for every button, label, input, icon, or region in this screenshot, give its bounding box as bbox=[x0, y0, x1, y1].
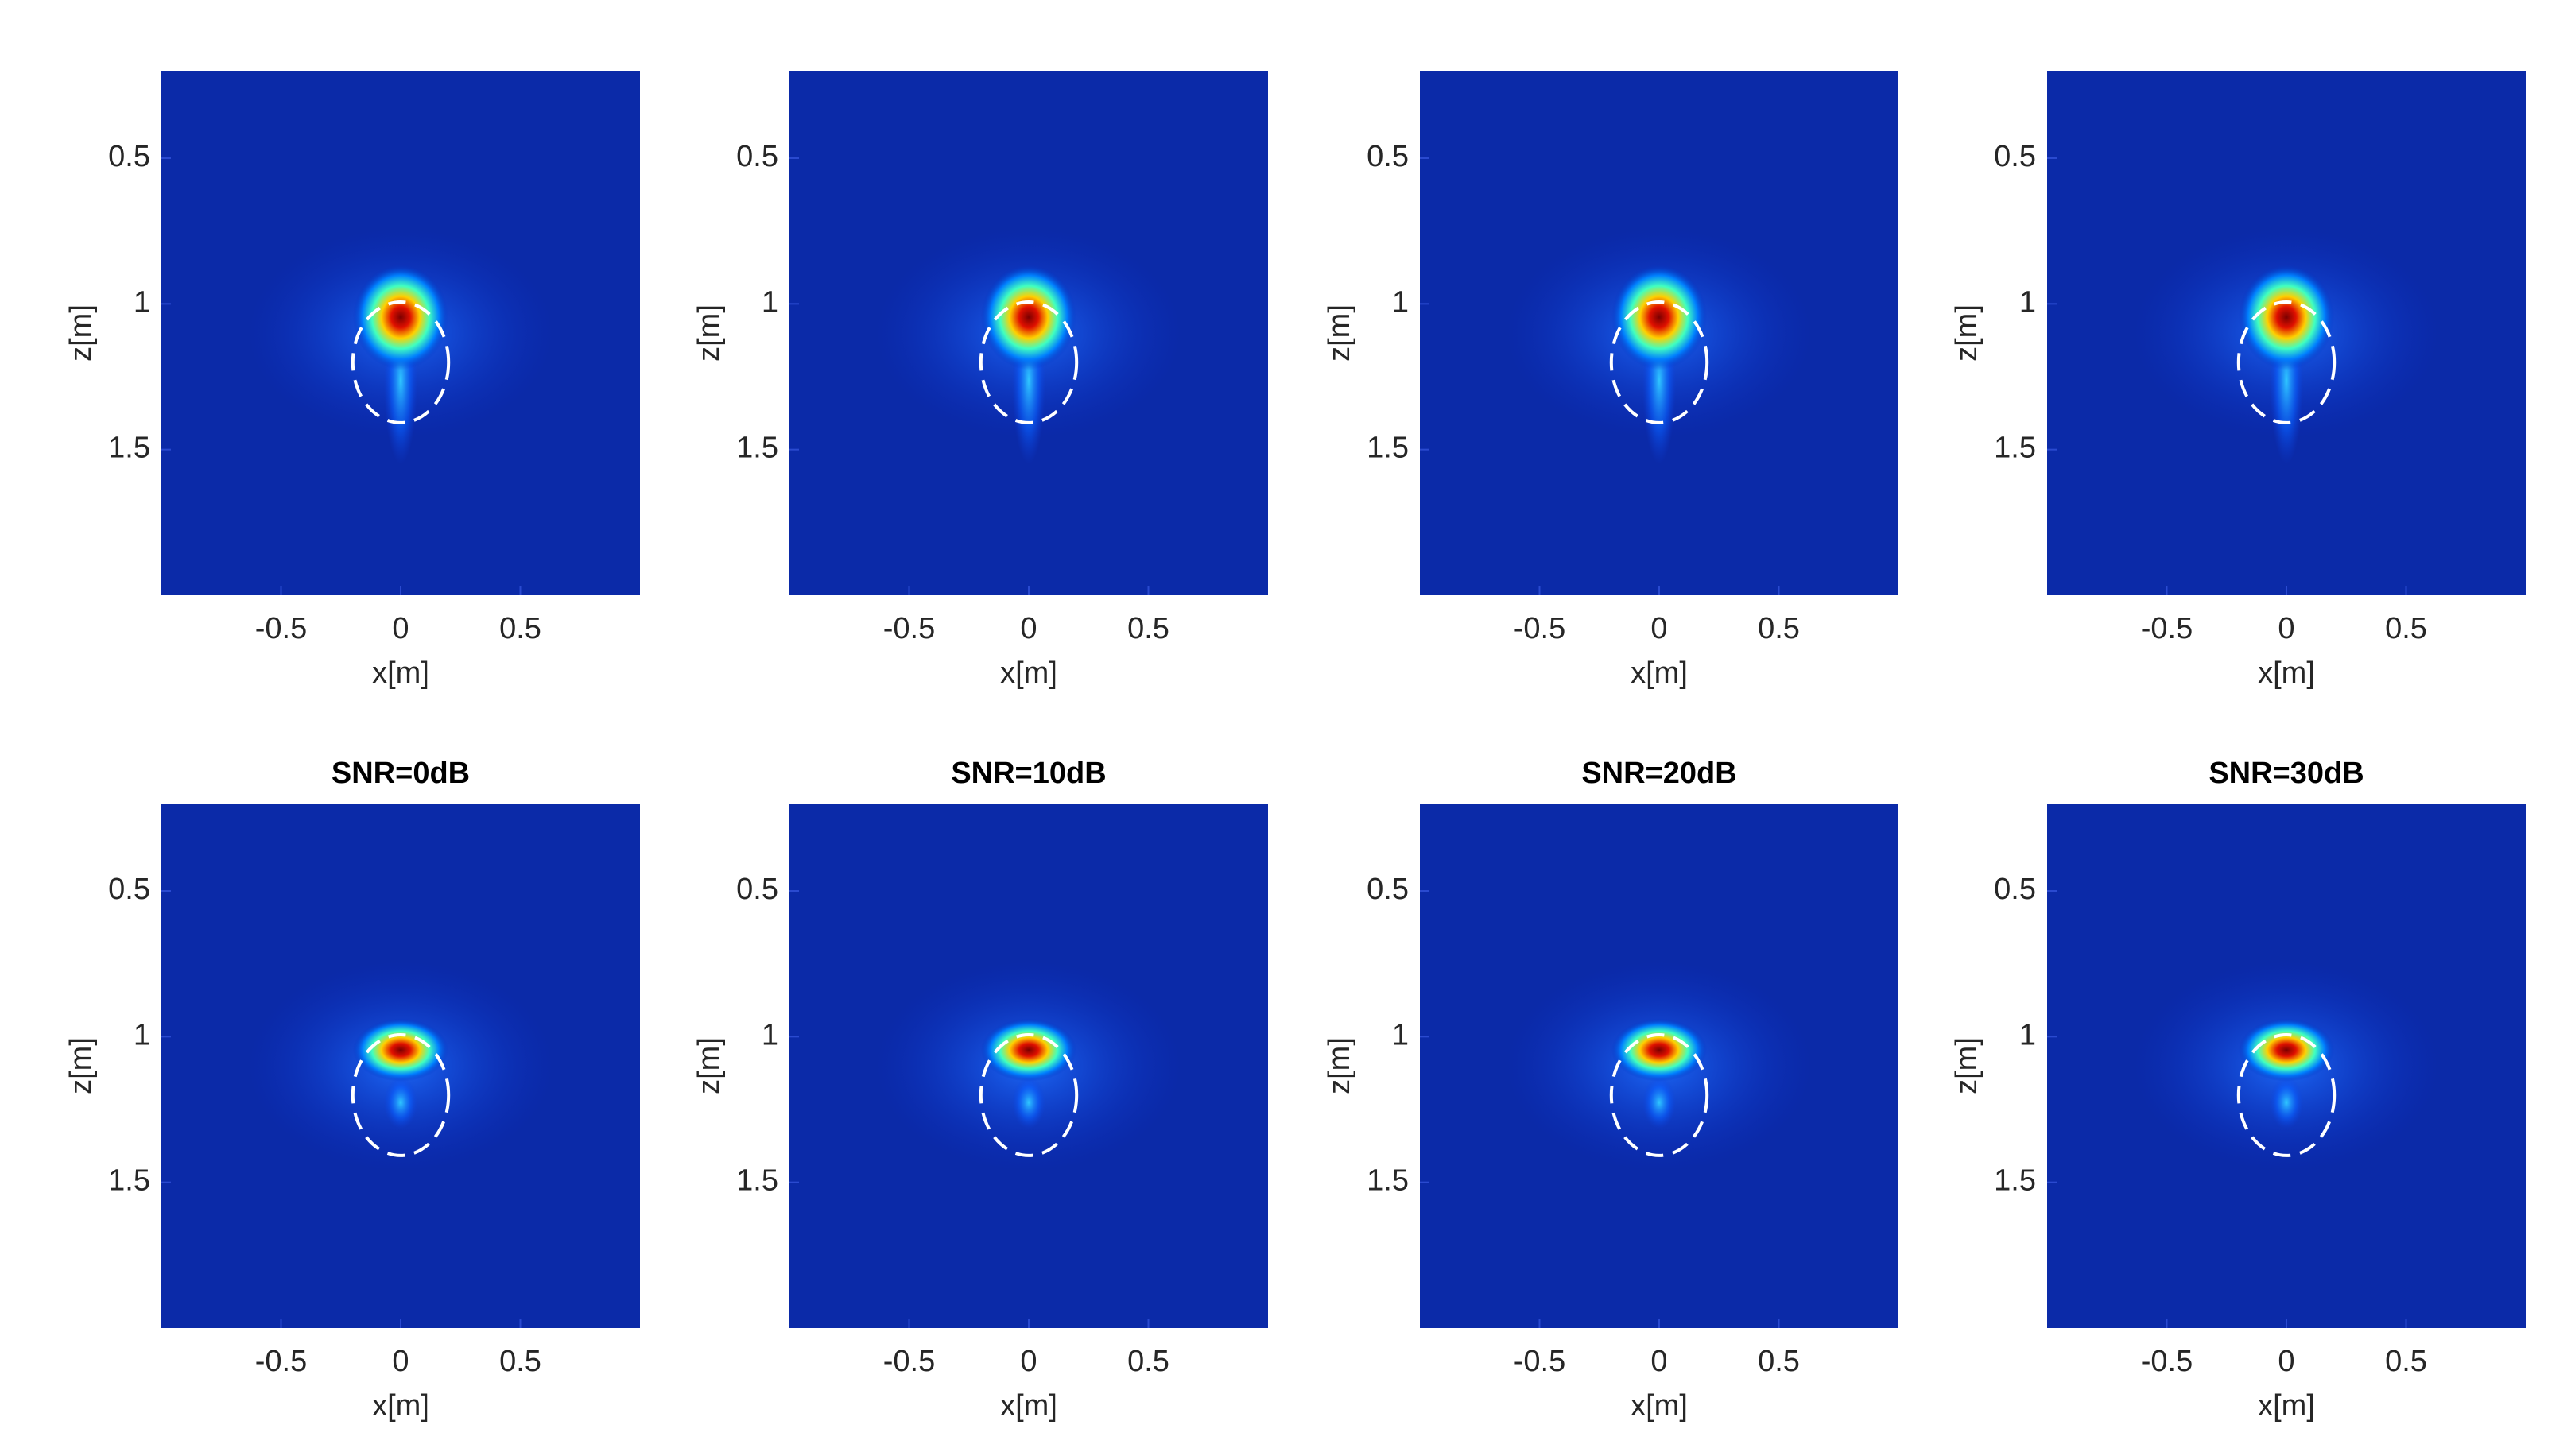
target-outline bbox=[979, 300, 1079, 424]
x-tick-label: 0.5 bbox=[499, 612, 541, 645]
x-tick-label: 0.5 bbox=[1127, 612, 1169, 645]
x-tick-label: -0.5 bbox=[255, 612, 307, 645]
y-axis-label: z[m] bbox=[64, 1037, 98, 1094]
x-tick-label: 0.5 bbox=[1127, 1345, 1169, 1378]
y-tick-label: 1.5 bbox=[1994, 432, 2036, 465]
panel: -0.5 0 0.5 0.5 1 1.5 x[m] z[m] bbox=[1950, 71, 2526, 690]
heatmap-core bbox=[2238, 1018, 2335, 1082]
x-axis-label: x[m] bbox=[2258, 1389, 2315, 1423]
x-tick-label: 0.5 bbox=[499, 1345, 541, 1378]
panel-title: SNR=20dB bbox=[1581, 757, 1736, 790]
x-tick-label: 0.5 bbox=[2385, 612, 2427, 645]
target-outline bbox=[351, 1033, 451, 1157]
x-axis-label: x[m] bbox=[1000, 1389, 1057, 1423]
y-tick-label: 0.5 bbox=[736, 873, 778, 906]
x-tick-label: 0 bbox=[1020, 612, 1037, 645]
x-tick-label: -0.5 bbox=[883, 612, 935, 645]
y-tick-label: 1 bbox=[2019, 1018, 2036, 1051]
y-tick-label: 1.5 bbox=[1367, 432, 1409, 465]
y-tick-label: 1 bbox=[134, 285, 150, 319]
heatmap-core bbox=[352, 265, 449, 370]
x-tick-label: 0.5 bbox=[1758, 1345, 1800, 1378]
heatmap-streak bbox=[2269, 1076, 2304, 1129]
y-tick-label: 1 bbox=[2019, 285, 2036, 319]
y-tick-label: 1 bbox=[134, 1018, 150, 1051]
x-tick-label: 0 bbox=[1020, 1345, 1037, 1378]
y-tick-label: 0.5 bbox=[1994, 140, 2036, 173]
heatmap-core bbox=[352, 1018, 449, 1082]
x-tick-label: 0.5 bbox=[2385, 1345, 2427, 1378]
x-axis-label: x[m] bbox=[372, 1389, 429, 1423]
y-tick-label: 0.5 bbox=[108, 873, 150, 906]
panel: -0.5 0 0.5 0.5 1 1.5 x[m] z[m] bbox=[64, 71, 640, 690]
x-tick-label: 0 bbox=[1650, 612, 1667, 645]
x-tick-label: 0 bbox=[392, 612, 409, 645]
x-tick-label: 0 bbox=[2278, 612, 2294, 645]
x-tick-label: 0 bbox=[392, 1345, 409, 1378]
x-axis-label: x[m] bbox=[1000, 656, 1057, 690]
y-axis-label: z[m] bbox=[1950, 1037, 1984, 1094]
panel: -0.5 0 0.5 0.5 1 1.5 x[m] z[m] bbox=[692, 71, 1268, 690]
target-outline bbox=[1609, 300, 1709, 424]
x-tick-label: -0.5 bbox=[2141, 612, 2193, 645]
heatmap-streak bbox=[1011, 1076, 1046, 1129]
x-tick-label: -0.5 bbox=[2141, 1345, 2193, 1378]
x-tick-label: 0.5 bbox=[1758, 612, 1800, 645]
y-tick-label: 0.5 bbox=[108, 140, 150, 173]
y-tick-label: 0.5 bbox=[1994, 873, 2036, 906]
target-outline bbox=[1609, 1033, 1709, 1157]
y-tick-label: 0.5 bbox=[1367, 140, 1409, 173]
target-outline bbox=[2236, 1033, 2337, 1157]
y-axis-label: z[m] bbox=[692, 304, 726, 362]
y-axis-label: z[m] bbox=[692, 1037, 726, 1094]
heatmap-core bbox=[980, 265, 1077, 370]
y-tick-label: 1.5 bbox=[736, 432, 778, 465]
y-tick-label: 0.5 bbox=[736, 140, 778, 173]
y-axis-label: z[m] bbox=[64, 304, 98, 362]
x-tick-label: -0.5 bbox=[883, 1345, 935, 1378]
y-tick-label: 1.5 bbox=[108, 1164, 150, 1198]
panel-title: SNR=0dB bbox=[332, 757, 470, 790]
target-outline bbox=[2236, 300, 2337, 424]
heatmap-core bbox=[1611, 1018, 1708, 1082]
panel: -0.5 0 0.5 0.5 1 1.5 x[m] z[m] bbox=[1323, 71, 1898, 690]
y-tick-label: 1.5 bbox=[1367, 1164, 1409, 1198]
y-tick-label: 1 bbox=[762, 1018, 778, 1051]
y-tick-label: 1.5 bbox=[1994, 1164, 2036, 1198]
panel-title: SNR=30dB bbox=[2209, 757, 2364, 790]
x-axis-label: x[m] bbox=[2258, 656, 2315, 690]
y-tick-label: 1 bbox=[1392, 1018, 1409, 1051]
heatmap-core bbox=[980, 1018, 1077, 1082]
y-tick-label: 1 bbox=[762, 285, 778, 319]
y-tick-label: 1.5 bbox=[108, 432, 150, 465]
y-tick-label: 0.5 bbox=[1367, 873, 1409, 906]
y-axis-label: z[m] bbox=[1950, 304, 1984, 362]
panel: -0.5 0 0.5 0.5 1 1.5 x[m] z[m] SNR=20dB bbox=[1323, 757, 1898, 1423]
x-tick-label: -0.5 bbox=[255, 1345, 307, 1378]
panel: -0.5 0 0.5 0.5 1 1.5 x[m] z[m] SNR=10dB bbox=[692, 757, 1268, 1423]
x-axis-label: x[m] bbox=[372, 656, 429, 690]
heatmap-core bbox=[1611, 265, 1708, 370]
y-tick-label: 1.5 bbox=[736, 1164, 778, 1198]
y-axis-label: z[m] bbox=[1323, 304, 1356, 362]
panel-title: SNR=10dB bbox=[951, 757, 1106, 790]
panel: -0.5 0 0.5 0.5 1 1.5 x[m] z[m] SNR=0dB bbox=[64, 757, 640, 1423]
x-axis-label: x[m] bbox=[1631, 1389, 1688, 1423]
heatmap-streak bbox=[383, 1076, 418, 1129]
panel: -0.5 0 0.5 0.5 1 1.5 x[m] z[m] SNR=30dB bbox=[1950, 757, 2526, 1423]
x-tick-label: -0.5 bbox=[1514, 1345, 1565, 1378]
y-axis-label: z[m] bbox=[1323, 1037, 1356, 1094]
x-tick-label: -0.5 bbox=[1514, 612, 1565, 645]
x-tick-label: 0 bbox=[1650, 1345, 1667, 1378]
heatmap-core bbox=[2238, 265, 2335, 370]
x-tick-label: 0 bbox=[2278, 1345, 2294, 1378]
y-tick-label: 1 bbox=[1392, 285, 1409, 319]
target-outline bbox=[351, 300, 451, 424]
x-axis-label: x[m] bbox=[1631, 656, 1688, 690]
target-outline bbox=[979, 1033, 1079, 1157]
heatmap-streak bbox=[1642, 1076, 1677, 1129]
